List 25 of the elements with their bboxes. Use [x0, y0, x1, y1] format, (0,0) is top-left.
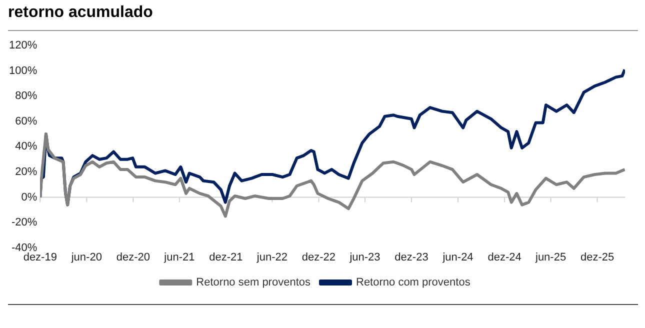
x-tick-label: dez-20 [116, 251, 150, 264]
x-tick-label: dez-21 [209, 251, 243, 264]
x-tick-label: dez-25 [580, 251, 614, 264]
x-tick-label: jun-22 [256, 251, 288, 264]
y-tick-label: 20% [15, 166, 38, 178]
y-tick-label: 80% [15, 90, 38, 102]
x-tick-label: dez-24 [488, 251, 522, 264]
y-tick-label: 40% [15, 140, 38, 153]
x-tick-label: dez-22 [302, 251, 336, 264]
y-tick-label: -40% [11, 242, 38, 254]
y-tick-label: 60% [15, 115, 38, 128]
x-tick-label: dez-23 [394, 251, 428, 264]
x-tick-label: dez-19 [23, 251, 57, 264]
y-tick-label: -20% [11, 216, 38, 229]
legend-label: Retorno sem proventos [196, 276, 311, 289]
x-tick-label: jun-20 [70, 251, 102, 264]
x-tick-label: jun-25 [534, 251, 566, 264]
y-tick-label: 100% [8, 64, 38, 77]
x-tick-label: jun-24 [442, 251, 474, 264]
y-tick-label: 0% [21, 191, 38, 204]
y-tick-label: 120% [8, 40, 38, 52]
legend-label: Retorno com proventos [356, 276, 471, 289]
chart-title: retorno acumulado [8, 4, 153, 22]
x-tick-label: jun-21 [163, 251, 195, 264]
x-tick-label: jun-23 [348, 251, 380, 264]
